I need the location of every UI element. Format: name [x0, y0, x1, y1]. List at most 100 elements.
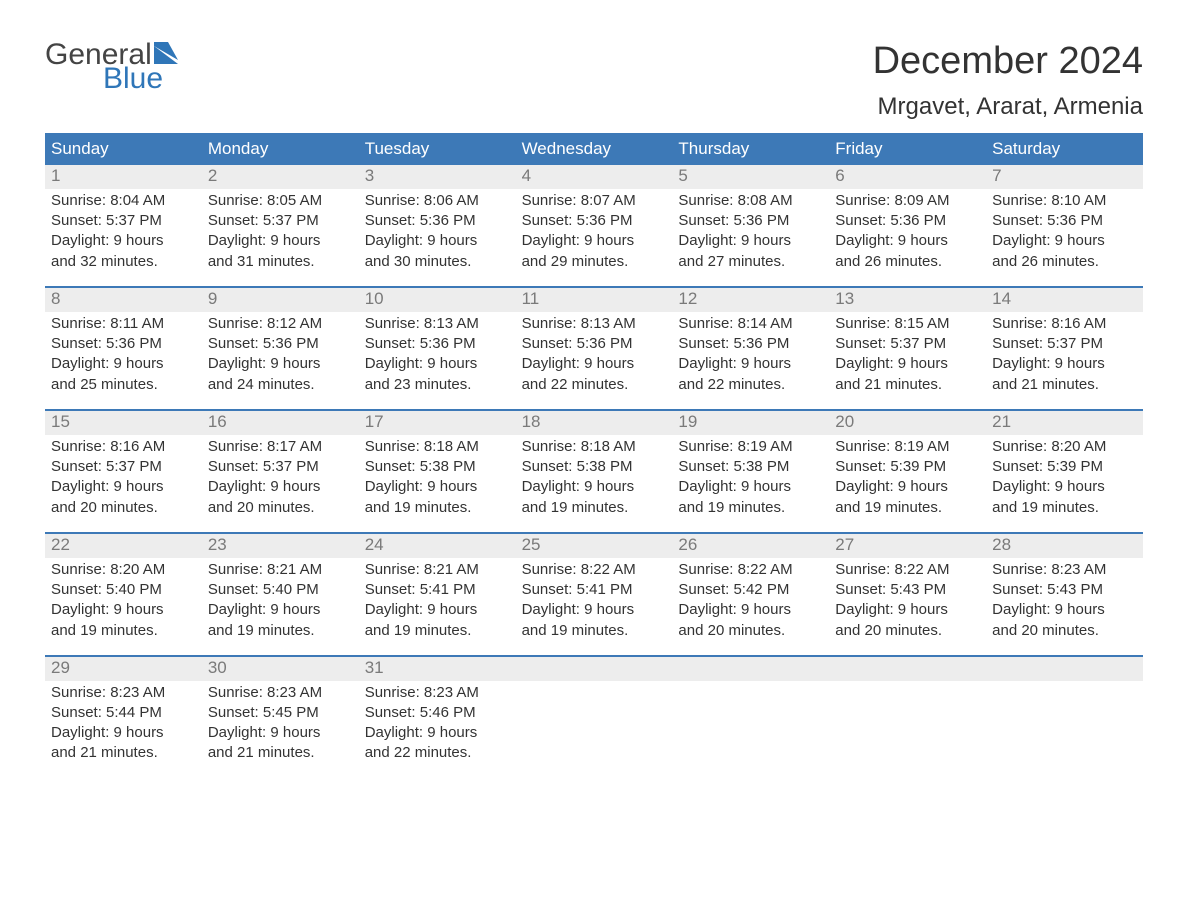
day-dl2: and 30 minutes. [365, 252, 510, 272]
day-dl1: Daylight: 9 hours [992, 600, 1137, 620]
day-sunset: Sunset: 5:37 PM [208, 457, 353, 477]
day-dl1: Daylight: 9 hours [365, 600, 510, 620]
day-sunset: Sunset: 5:40 PM [51, 580, 196, 600]
day-content: Sunrise: 8:10 AMSunset: 5:36 PMDaylight:… [986, 189, 1143, 272]
day-dl2: and 24 minutes. [208, 375, 353, 395]
day-number: 5 [672, 165, 829, 189]
day-sunset: Sunset: 5:42 PM [678, 580, 823, 600]
day-dl1: Daylight: 9 hours [51, 600, 196, 620]
day-number: 29 [45, 657, 202, 681]
weekday-saturday: Saturday [986, 133, 1143, 165]
day-number: 4 [516, 165, 673, 189]
day-sunset: Sunset: 5:37 PM [51, 457, 196, 477]
day-dl2: and 29 minutes. [522, 252, 667, 272]
day-sunrise: Sunrise: 8:23 AM [992, 560, 1137, 580]
day-number: 16 [202, 411, 359, 435]
day-cell: 29Sunrise: 8:23 AMSunset: 5:44 PMDayligh… [45, 657, 202, 764]
day-number: 12 [672, 288, 829, 312]
day-content: Sunrise: 8:18 AMSunset: 5:38 PMDaylight:… [359, 435, 516, 518]
weekday-monday: Monday [202, 133, 359, 165]
day-content: Sunrise: 8:21 AMSunset: 5:40 PMDaylight:… [202, 558, 359, 641]
day-dl2: and 21 minutes. [992, 375, 1137, 395]
day-number: 13 [829, 288, 986, 312]
day-dl1: Daylight: 9 hours [365, 231, 510, 251]
day-cell: 30Sunrise: 8:23 AMSunset: 5:45 PMDayligh… [202, 657, 359, 764]
day-dl1: Daylight: 9 hours [365, 354, 510, 374]
day-sunset: Sunset: 5:36 PM [51, 334, 196, 354]
day-sunset: Sunset: 5:38 PM [678, 457, 823, 477]
day-number: 27 [829, 534, 986, 558]
day-sunrise: Sunrise: 8:13 AM [522, 314, 667, 334]
day-sunset: Sunset: 5:37 PM [51, 211, 196, 231]
day-dl1: Daylight: 9 hours [208, 600, 353, 620]
day-number: 17 [359, 411, 516, 435]
day-cell: 18Sunrise: 8:18 AMSunset: 5:38 PMDayligh… [516, 411, 673, 518]
day-number: 26 [672, 534, 829, 558]
day-cell: 26Sunrise: 8:22 AMSunset: 5:42 PMDayligh… [672, 534, 829, 641]
day-content: Sunrise: 8:19 AMSunset: 5:38 PMDaylight:… [672, 435, 829, 518]
day-number-empty [986, 657, 1143, 681]
day-sunrise: Sunrise: 8:22 AM [678, 560, 823, 580]
day-dl2: and 20 minutes. [835, 621, 980, 641]
day-cell: 25Sunrise: 8:22 AMSunset: 5:41 PMDayligh… [516, 534, 673, 641]
logo: General Blue [45, 40, 184, 94]
day-dl2: and 19 minutes. [51, 621, 196, 641]
day-dl1: Daylight: 9 hours [208, 477, 353, 497]
day-content: Sunrise: 8:13 AMSunset: 5:36 PMDaylight:… [516, 312, 673, 395]
day-number: 22 [45, 534, 202, 558]
day-dl2: and 26 minutes. [835, 252, 980, 272]
day-sunset: Sunset: 5:36 PM [365, 334, 510, 354]
day-number: 6 [829, 165, 986, 189]
day-sunset: Sunset: 5:44 PM [51, 703, 196, 723]
day-sunrise: Sunrise: 8:11 AM [51, 314, 196, 334]
day-cell: 16Sunrise: 8:17 AMSunset: 5:37 PMDayligh… [202, 411, 359, 518]
day-sunrise: Sunrise: 8:06 AM [365, 191, 510, 211]
day-dl1: Daylight: 9 hours [51, 723, 196, 743]
day-dl1: Daylight: 9 hours [992, 477, 1137, 497]
day-cell: 22Sunrise: 8:20 AMSunset: 5:40 PMDayligh… [45, 534, 202, 641]
location: Mrgavet, Ararat, Armenia [873, 93, 1143, 121]
day-number: 7 [986, 165, 1143, 189]
day-content: Sunrise: 8:12 AMSunset: 5:36 PMDaylight:… [202, 312, 359, 395]
day-content: Sunrise: 8:19 AMSunset: 5:39 PMDaylight:… [829, 435, 986, 518]
day-dl1: Daylight: 9 hours [835, 231, 980, 251]
day-dl2: and 19 minutes. [365, 621, 510, 641]
month-title: December 2024 [873, 40, 1143, 83]
day-cell [986, 657, 1143, 764]
day-number: 24 [359, 534, 516, 558]
day-dl2: and 19 minutes. [522, 621, 667, 641]
day-sunrise: Sunrise: 8:14 AM [678, 314, 823, 334]
day-content: Sunrise: 8:05 AMSunset: 5:37 PMDaylight:… [202, 189, 359, 272]
day-sunrise: Sunrise: 8:21 AM [208, 560, 353, 580]
day-number: 21 [986, 411, 1143, 435]
weekday-sunday: Sunday [45, 133, 202, 165]
day-dl2: and 20 minutes. [992, 621, 1137, 641]
day-sunrise: Sunrise: 8:18 AM [522, 437, 667, 457]
day-dl1: Daylight: 9 hours [678, 600, 823, 620]
day-dl2: and 20 minutes. [208, 498, 353, 518]
day-cell: 3Sunrise: 8:06 AMSunset: 5:36 PMDaylight… [359, 165, 516, 272]
day-cell: 2Sunrise: 8:05 AMSunset: 5:37 PMDaylight… [202, 165, 359, 272]
day-cell: 1Sunrise: 8:04 AMSunset: 5:37 PMDaylight… [45, 165, 202, 272]
weekday-tuesday: Tuesday [359, 133, 516, 165]
day-number-empty [516, 657, 673, 681]
day-dl1: Daylight: 9 hours [678, 354, 823, 374]
day-sunrise: Sunrise: 8:22 AM [522, 560, 667, 580]
day-dl1: Daylight: 9 hours [678, 231, 823, 251]
day-cell: 5Sunrise: 8:08 AMSunset: 5:36 PMDaylight… [672, 165, 829, 272]
day-dl1: Daylight: 9 hours [522, 600, 667, 620]
day-dl1: Daylight: 9 hours [51, 354, 196, 374]
day-cell [672, 657, 829, 764]
day-sunrise: Sunrise: 8:09 AM [835, 191, 980, 211]
day-number: 2 [202, 165, 359, 189]
day-sunset: Sunset: 5:45 PM [208, 703, 353, 723]
day-cell: 10Sunrise: 8:13 AMSunset: 5:36 PMDayligh… [359, 288, 516, 395]
day-cell: 7Sunrise: 8:10 AMSunset: 5:36 PMDaylight… [986, 165, 1143, 272]
day-content: Sunrise: 8:09 AMSunset: 5:36 PMDaylight:… [829, 189, 986, 272]
logo-text-blue: Blue [103, 64, 184, 94]
day-dl1: Daylight: 9 hours [522, 231, 667, 251]
day-content: Sunrise: 8:23 AMSunset: 5:43 PMDaylight:… [986, 558, 1143, 641]
day-dl2: and 19 minutes. [678, 498, 823, 518]
day-number: 25 [516, 534, 673, 558]
day-content: Sunrise: 8:11 AMSunset: 5:36 PMDaylight:… [45, 312, 202, 395]
